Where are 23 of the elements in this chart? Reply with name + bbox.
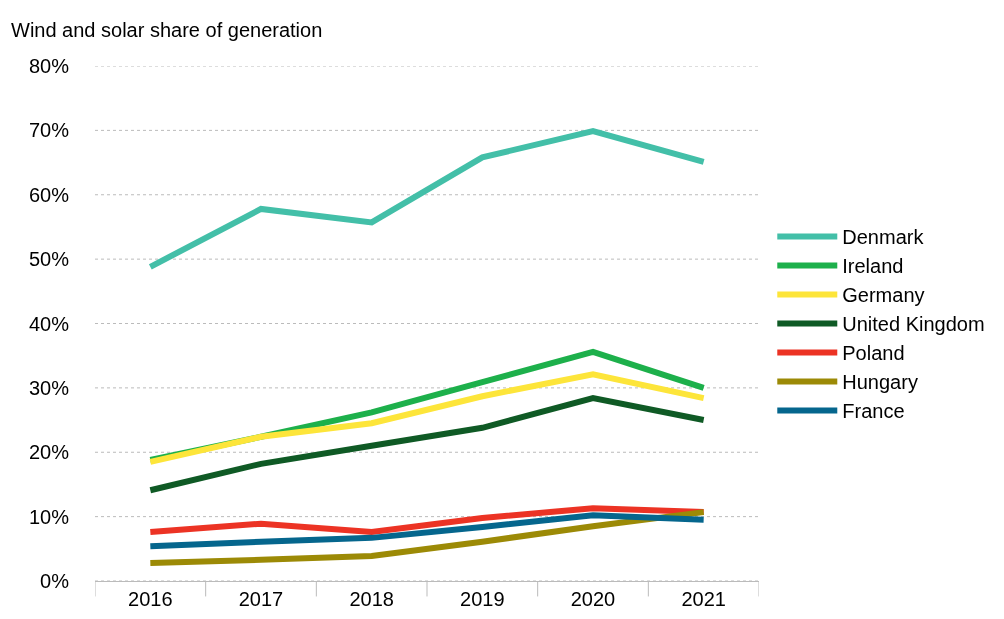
y-tick-label: 40% xyxy=(28,312,70,335)
legend-label: United Kingdom xyxy=(842,313,985,336)
x-tick-label: 2018 xyxy=(349,588,394,610)
legend-label: Denmark xyxy=(842,226,925,249)
y-tick-label: 30% xyxy=(28,376,70,399)
legend-label: Ireland xyxy=(842,255,904,278)
legend-label: Germany xyxy=(842,284,925,307)
y-tick-label: 60% xyxy=(28,183,70,206)
y-tick-label: 50% xyxy=(28,248,70,271)
legend-label: Poland xyxy=(842,342,905,365)
x-tick-label: 2019 xyxy=(460,588,505,610)
x-tick-label: 2017 xyxy=(238,588,284,610)
y-tick-label: 10% xyxy=(28,505,70,528)
legend-label: France xyxy=(842,400,905,423)
y-tick-label: 80% xyxy=(28,55,70,77)
y-tick-label: 20% xyxy=(28,441,70,464)
x-tick-label: 2016 xyxy=(128,588,173,610)
y-tick-label: 70% xyxy=(28,119,70,142)
x-tick-label: 2021 xyxy=(681,588,726,610)
x-tick-label: 2020 xyxy=(570,588,616,610)
legend-label: Hungary xyxy=(842,371,918,394)
y-tick-label: 0% xyxy=(40,570,70,592)
y-axis-title: Wind and solar share of generation xyxy=(11,19,323,41)
